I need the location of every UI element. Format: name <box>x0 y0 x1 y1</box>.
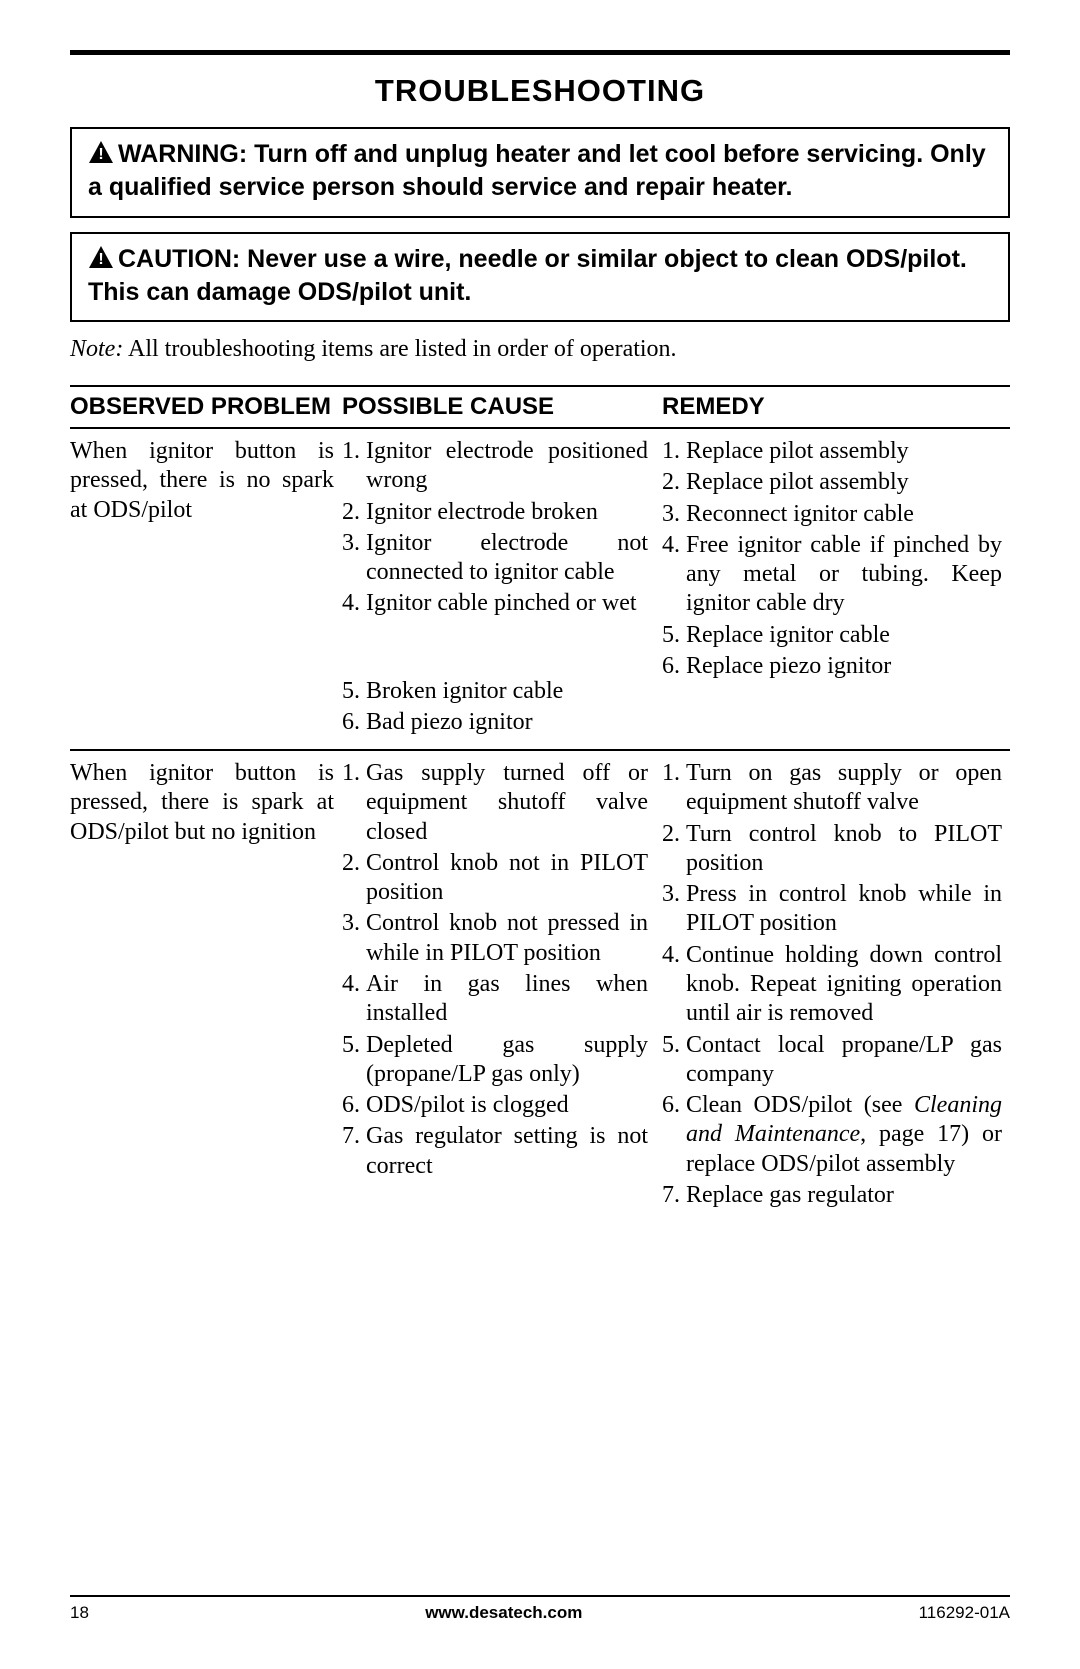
header-remedy: REMEDY <box>662 386 1010 428</box>
top-rule <box>70 50 1010 55</box>
page-title: TROUBLESHOOTING <box>70 73 1010 109</box>
remedy-item: 3.Press in control knob while in PILOT p… <box>662 880 1002 939</box>
svg-text:!: ! <box>98 146 103 163</box>
footer-url: www.desatech.com <box>425 1603 582 1623</box>
cell-cause: 1.Gas supply turned off or equipment shu… <box>342 750 662 1222</box>
troubleshooting-table: OBSERVED PROBLEM POSSIBLE CAUSE REMEDY W… <box>70 385 1010 1222</box>
caution-box: ! CAUTION: Never use a wire, needle or s… <box>70 232 1010 323</box>
cause-item: 2.Control knob not in PILOT position <box>342 849 648 908</box>
note-text: All troubleshooting items are listed in … <box>128 336 677 362</box>
remedy-item: 2.Turn control knob to PILOT position <box>662 820 1002 879</box>
remedy-item: 5.Replace ignitor cable <box>662 621 1002 650</box>
remedy-item: 5.Contact local propane/LP gas company <box>662 1031 1002 1090</box>
cause-item: 1.Gas supply turned off or equipment shu… <box>342 759 648 847</box>
header-problem: OBSERVED PROBLEM <box>70 386 342 428</box>
warning-label: WARNING: <box>118 140 247 168</box>
remedy-item: 2.Replace pilot assembly <box>662 468 1002 497</box>
cause-item: 4.Ignitor cable pinched or wet <box>342 589 648 618</box>
remedy-item: 3.Reconnect ignitor cable <box>662 500 1002 529</box>
cause-item: 6.Bad piezo ignitor <box>342 708 648 737</box>
warning-icon: ! <box>88 140 114 172</box>
cause-item: 3.Control knob not pressed in while in P… <box>342 909 648 968</box>
remedy-item: 6.Clean ODS/pilot (see Cleaning and Main… <box>662 1091 1002 1179</box>
remedy-item: 4.Free ignitor cable if pinched by any m… <box>662 531 1002 619</box>
remedy-item: 1.Replace pilot assembly <box>662 437 1002 466</box>
cause-item: 6.ODS/pilot is clogged <box>342 1091 648 1120</box>
cell-remedy: 1.Replace pilot assembly2.Replace pilot … <box>662 428 1010 750</box>
footer-doc: 116292-01A <box>919 1603 1010 1623</box>
table-row: When ignitor button is pressed, there is… <box>70 750 1010 1222</box>
cause-item: 3.Ignitor electrode not connected to ign… <box>342 529 648 588</box>
cell-remedy: 1.Turn on gas supply or open equipment s… <box>662 750 1010 1222</box>
cause-item: 2.Ignitor electrode broken <box>342 498 648 527</box>
caution-label: CAUTION: <box>118 245 240 273</box>
cause-item: 5.Depleted gas supply (propane/LP gas on… <box>342 1031 648 1090</box>
remedy-item: 1.Turn on gas supply or open equipment s… <box>662 759 1002 818</box>
note-label: Note: <box>70 336 123 362</box>
cause-item: 1.Ignitor electrode positioned wrong <box>342 437 648 496</box>
footer: 18 www.desatech.com 116292-01A <box>70 1595 1010 1623</box>
warning-box: ! WARNING: Turn off and unplug heater an… <box>70 127 1010 218</box>
caution-icon: ! <box>88 245 114 277</box>
footer-page: 18 <box>70 1603 89 1623</box>
remedy-item: 6.Replace piezo ignitor <box>662 652 1002 681</box>
table-row: When ignitor button is pressed, there is… <box>70 428 1010 750</box>
cell-problem: When ignitor button is pressed, there is… <box>70 750 342 1222</box>
cell-cause: 1.Ignitor electrode positioned wrong2.Ig… <box>342 428 662 750</box>
remedy-item: 7.Replace gas regulator <box>662 1181 1002 1210</box>
cause-item: 4.Air in gas lines when installed <box>342 970 648 1029</box>
remedy-item: 4.Continue holding down control knob. Re… <box>662 941 1002 1029</box>
note-line: Note: All troubleshooting items are list… <box>70 336 1010 363</box>
page: TROUBLESHOOTING ! WARNING: Turn off and … <box>0 0 1080 1669</box>
cell-problem: When ignitor button is pressed, there is… <box>70 428 342 750</box>
cause-item: 7.Gas regulator setting is not correct <box>342 1122 648 1181</box>
cause-item: 5.Broken ignitor cable <box>342 677 648 706</box>
svg-text:!: ! <box>98 251 103 268</box>
header-cause: POSSIBLE CAUSE <box>342 386 662 428</box>
